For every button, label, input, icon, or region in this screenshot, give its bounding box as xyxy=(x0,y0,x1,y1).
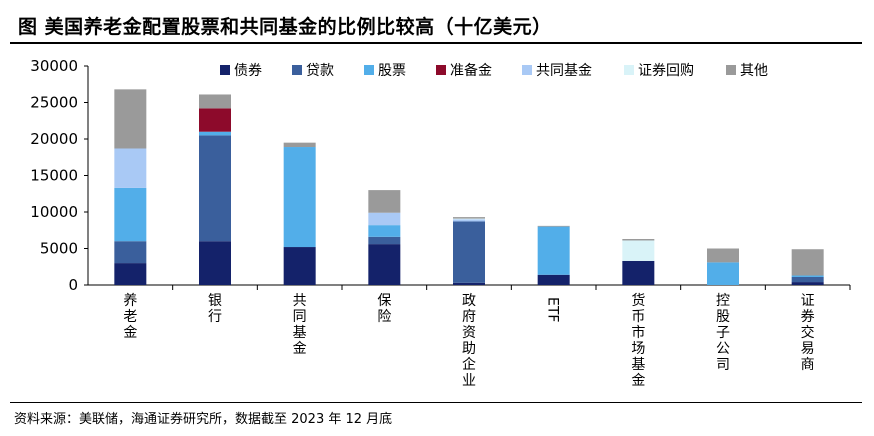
bar-segment xyxy=(114,187,147,242)
legend-swatch xyxy=(292,65,302,75)
bar-segment xyxy=(114,89,147,149)
legend-swatch xyxy=(726,65,736,75)
bar-segment xyxy=(199,94,231,109)
bar-segment xyxy=(791,282,824,285)
bar-segment xyxy=(368,212,401,226)
bar-segment xyxy=(453,217,485,219)
y-tick-label: 30000 xyxy=(30,57,78,75)
x-tick-label: 共同基金 xyxy=(293,293,307,357)
bar-segment xyxy=(622,239,655,241)
x-tick-label: 政府资助企业 xyxy=(462,293,476,389)
bar-segment xyxy=(453,221,485,283)
title-bar: 图 美国养老金配置股票和共同基金的比例比较高（十亿美元） xyxy=(10,8,862,44)
bar-segment xyxy=(199,241,231,285)
legend-swatch xyxy=(436,65,446,75)
bar-segment xyxy=(453,219,485,222)
bar-segment xyxy=(707,262,739,285)
chart-title: 图 美国养老金配置股票和共同基金的比例比较高（十亿美元） xyxy=(18,16,552,38)
bar-segment xyxy=(283,247,316,285)
bar-segment xyxy=(622,240,655,261)
x-tick-label: 保险 xyxy=(377,293,391,325)
bar-segment xyxy=(537,225,570,227)
bar-segment xyxy=(368,244,401,285)
source-note: 资料来源：美联储，海通证券研究所，数据截至 2023 年 12 月底 xyxy=(14,412,393,427)
bar-segment xyxy=(283,142,316,148)
footer-divider xyxy=(10,402,862,403)
bar-segment xyxy=(199,135,231,242)
bar-segment xyxy=(114,263,147,285)
bar-segment xyxy=(283,147,316,248)
bar-segment xyxy=(453,218,485,220)
legend-swatch xyxy=(624,65,634,75)
stacked-bar-chart: 050001000015000200002500030000养老金银行共同基金保… xyxy=(30,57,851,389)
y-tick-label: 10000 xyxy=(30,203,78,221)
x-tick-label: ETF xyxy=(545,297,561,322)
y-tick-label: 15000 xyxy=(30,167,78,185)
x-tick-label: 货币市场基金 xyxy=(631,292,645,389)
legend-label: 共同基金 xyxy=(536,62,592,79)
bar-segment xyxy=(707,248,739,263)
legend-swatch xyxy=(522,65,532,75)
y-tick-label: 0 xyxy=(68,276,78,294)
bar-segment xyxy=(791,276,824,283)
x-tick-label: 银行 xyxy=(208,293,222,325)
bar-segment xyxy=(453,282,485,285)
legend-swatch xyxy=(220,65,230,75)
bar-segment xyxy=(368,236,401,245)
bar-segment xyxy=(537,274,570,285)
x-tick-label: 证券交易商 xyxy=(801,293,815,373)
legend-swatch xyxy=(364,65,374,75)
bar-segment xyxy=(199,108,231,132)
bar-segment xyxy=(199,131,231,136)
bar-segment xyxy=(791,275,824,277)
x-tick-label: 养老金 xyxy=(123,293,137,341)
legend-label: 债券 xyxy=(234,63,262,79)
y-tick-label: 20000 xyxy=(30,130,78,148)
bar-segment xyxy=(791,249,824,276)
y-tick-label: 5000 xyxy=(40,240,78,258)
chart-area: 0 5000 10000 15000 20000 25000 30000 养老金 银行 共同基金保… xyxy=(10,46,862,402)
legend-label: 其他 xyxy=(740,63,768,79)
legend-label: 准备金 xyxy=(450,62,492,79)
legend-label: 贷款 xyxy=(306,63,334,79)
legend-label: 股票 xyxy=(378,63,406,79)
bar-segment xyxy=(537,226,570,275)
legend-label: 证券回购 xyxy=(638,63,694,79)
bar-segment xyxy=(368,225,401,237)
y-tick-label: 25000 xyxy=(30,94,78,112)
bar-segment xyxy=(622,260,655,285)
bar-segment xyxy=(114,148,147,188)
bar-segment xyxy=(368,190,401,213)
bar-segment xyxy=(114,241,147,264)
x-tick-label: 控股子公司 xyxy=(716,293,730,373)
